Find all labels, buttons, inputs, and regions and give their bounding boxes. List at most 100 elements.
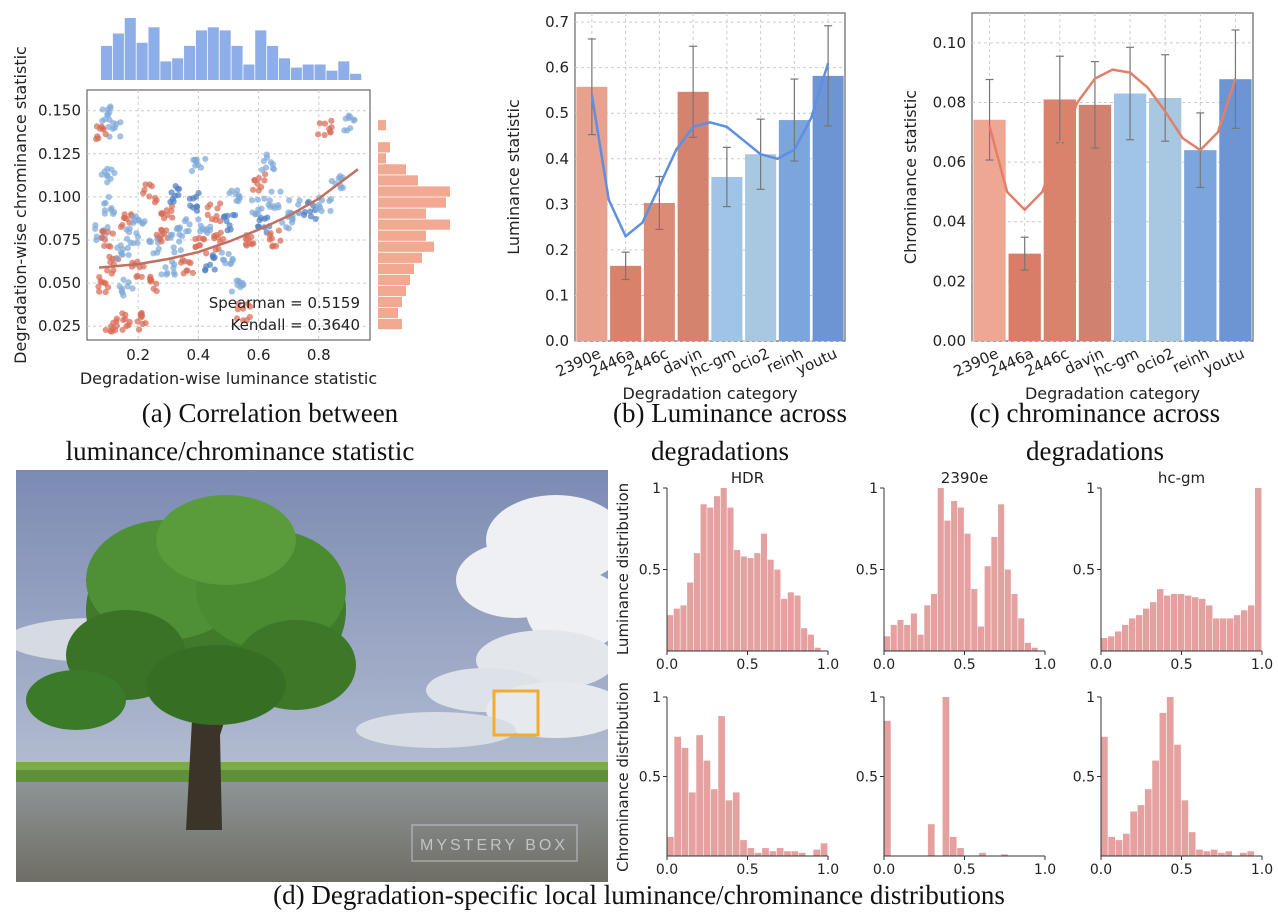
hist-right-bar [378,142,390,153]
dist-bar [794,595,801,651]
dist-bar [930,593,938,651]
dist-bar [1101,736,1108,856]
dist-bar [1130,811,1137,856]
scatter-point [234,281,241,289]
dist-bar [1199,598,1206,651]
scatter-point [102,326,109,334]
x-axis-label-c: Degradation category [1025,384,1200,403]
dist-bar [754,852,762,856]
dist-bar [1108,636,1115,651]
scatter-point [220,256,228,264]
scatter-point [147,278,154,285]
dist-bar [1234,615,1241,651]
scatter-point [226,222,233,229]
hist-top-bar [243,64,255,80]
scatter-point [120,292,127,299]
hist-top-bar [101,45,113,80]
x-tick-label-a: 0.6 [247,346,271,364]
scatter-point [139,220,146,227]
dist-panel-title: HDR [731,469,764,487]
y-axis-label-a: Degradation-wise chrominance statistic [11,46,30,364]
dist-bar [760,533,768,651]
dist-bar [791,851,799,856]
dist-bar [718,716,725,856]
y-axis-label-c: Chrominance statistic [901,90,920,264]
annotation-kendall: Kendall = 0.3640 [231,316,360,334]
scatter-point [277,188,284,195]
scatter-point [119,326,126,333]
dist-bar [740,840,747,856]
scatter-point [170,198,177,205]
scatter-point [134,272,141,279]
scatter-point [146,193,153,200]
dist-x-tick-label: 0.0 [873,862,895,878]
trend-curve-c [988,68,1237,212]
hist-top-bar [136,42,148,80]
scatter-point [150,250,157,257]
scatter-point [155,245,162,253]
dist-bar [667,615,674,651]
scatter-point [140,263,147,270]
dist-bar [703,760,711,856]
scatter-point [104,228,112,236]
scatter-point [249,186,257,193]
hist-right-bar [378,241,434,252]
scatter-point [169,214,176,221]
dist-bar [774,569,781,651]
dist-bar [747,848,755,856]
y-tick-label-b: 0.7 [545,13,569,31]
dist-y-tick-label: 1 [652,690,661,706]
dist-x-tick-label: 0.5 [736,657,758,673]
scatter-point [105,193,112,201]
dist-x-tick-label: 1.0 [817,862,839,878]
highlight-box [492,689,540,737]
dist-bar [1220,618,1227,651]
dist-bar [1108,836,1116,856]
scatter-point [321,120,329,127]
scatter-point [134,233,142,241]
dist-y-tick-label: 1 [1086,481,1095,497]
scatter-point [307,213,315,220]
scatter-point [204,211,211,218]
scatter-point [176,238,183,245]
hist-top-bar [278,58,291,80]
scatter-point [328,117,335,124]
dist-bar [944,520,951,651]
y-tick-label-c: 0.04 [933,213,966,231]
dist-y-tick-label: 1 [1086,690,1095,706]
caption-c-line1: (c) chrominance across [969,398,1221,428]
scatter-point [120,214,128,222]
scatter-point [254,180,261,187]
fit-curve-a [98,168,359,269]
scatter-point [327,128,334,135]
hist-top-bar [314,64,326,80]
scatter-point [153,231,160,238]
dist-bar [1137,805,1145,856]
scatter-point [125,251,132,259]
dist-bar [1247,851,1255,856]
dist-bar [897,620,904,651]
caption-a-line2: luminance/chrominance statistic [65,436,415,466]
dist-bar [998,504,1005,651]
dist-bar [984,566,991,651]
scatter-point [256,217,263,224]
dist-bar [807,634,814,651]
scatter-point [203,263,210,270]
scatter-point [228,288,236,295]
scatter-point [181,258,188,265]
scatter-point [187,259,194,267]
caption-a-line1: (a) Correlation between [141,398,399,428]
scatter-point [134,318,141,325]
scatter-point [183,216,190,223]
scatter-point [217,229,224,236]
dist-x-tick-label: 0.0 [656,862,678,878]
y-tick-label-b: 0.5 [545,104,569,122]
dist-y-tick-label: 0.5 [639,563,661,579]
dist-bar [971,589,978,651]
dist-y-tick-label: 1 [869,481,878,497]
dist-bar [1024,642,1031,651]
scatter-point [177,246,184,254]
scatter-point [99,228,106,235]
scatter-point [108,270,115,277]
dist-bar [1227,618,1234,651]
